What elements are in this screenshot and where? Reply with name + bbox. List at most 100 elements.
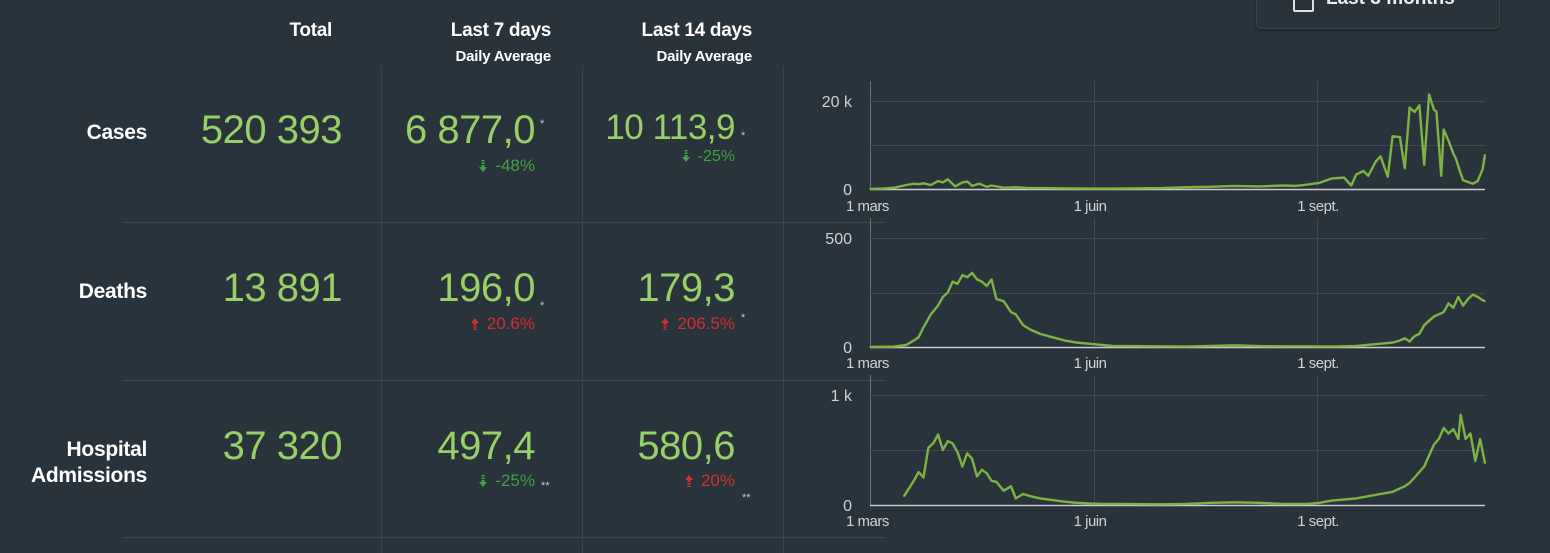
data-point <box>942 181 944 184</box>
footnote-mark: * <box>540 118 545 130</box>
data-point <box>905 184 908 186</box>
data-point <box>1355 173 1357 176</box>
data-point <box>985 186 988 188</box>
data-point <box>1379 493 1382 495</box>
data-point <box>1379 155 1382 158</box>
data-point <box>1484 462 1486 465</box>
data-point <box>1423 465 1425 468</box>
data-point <box>961 181 964 184</box>
data-point <box>995 298 998 300</box>
data-point <box>1075 502 1078 504</box>
data-point <box>961 274 964 276</box>
last-3-months-label: Last 3 months <box>1326 0 1455 10</box>
data-point <box>1374 160 1377 163</box>
footnote-mark: * <box>540 300 545 312</box>
data-point <box>1010 485 1012 488</box>
data-point <box>1088 187 1090 190</box>
data-point <box>1423 324 1425 327</box>
data-point <box>1418 333 1421 335</box>
data-point <box>1462 304 1464 307</box>
data-point <box>1452 153 1455 155</box>
row-label-line: Hospital <box>66 438 148 461</box>
data-point <box>1015 497 1017 500</box>
last14-value: 10 113,9 <box>580 108 735 148</box>
data-point <box>1063 187 1066 190</box>
last-3-months-toggle[interactable] <box>1256 0 1500 29</box>
data-point <box>1063 339 1066 342</box>
data-point <box>1331 345 1333 348</box>
data-point <box>1413 111 1416 113</box>
data-point <box>1209 345 1212 347</box>
footnote-mark: * <box>741 130 746 142</box>
last14-delta: 20% <box>640 471 735 491</box>
data-point <box>937 304 939 307</box>
data-point <box>937 433 939 436</box>
data-point <box>990 184 993 187</box>
data-point <box>1185 186 1187 188</box>
data-point <box>1459 414 1462 416</box>
data-point <box>942 449 944 451</box>
data-point <box>1435 110 1438 113</box>
series-line <box>902 413 1487 506</box>
data-point <box>1258 185 1260 188</box>
y-tick-label: 1 k <box>831 388 853 405</box>
data-point <box>978 182 981 185</box>
data-point <box>1467 181 1469 183</box>
row-label-line: Admissions <box>30 464 147 487</box>
last7-value: 196,0 <box>380 266 535 311</box>
data-point <box>1367 175 1370 177</box>
checkbox-icon[interactable] <box>1293 0 1314 12</box>
data-point <box>1391 135 1394 137</box>
data-point <box>961 465 964 468</box>
data-point <box>1136 345 1139 347</box>
row-divider <box>123 537 885 538</box>
data-point <box>1387 175 1389 178</box>
data-point <box>1438 438 1440 440</box>
last14-delta: 206.5% <box>620 314 735 334</box>
value-text: 6 877,0 <box>405 108 535 152</box>
data-point <box>1391 491 1394 493</box>
y-tick-label: 0 <box>843 182 852 199</box>
row-label: Deaths <box>78 280 148 303</box>
arrow-up-icon <box>684 472 693 487</box>
data-point <box>1452 428 1455 430</box>
data-point <box>1185 503 1187 505</box>
last7-delta: -25% <box>440 471 535 491</box>
x-tick-label: 1 sept. <box>1297 198 1339 215</box>
data-point <box>966 276 968 279</box>
data-point <box>956 283 959 285</box>
total-value: 520 393 <box>200 108 343 152</box>
data-point <box>1481 168 1484 170</box>
data-point <box>1447 432 1450 435</box>
last14-delta: -25% <box>640 148 735 166</box>
data-point <box>966 180 968 183</box>
data-point <box>1462 179 1464 181</box>
data-point <box>1022 324 1024 327</box>
table-row-deaths: Deaths 13 891 196,0 * 20.6% 179,3 * 206.… <box>0 24 1550 333</box>
last7-delta: -48% <box>440 156 535 176</box>
data-point <box>1484 300 1486 303</box>
data-point <box>1015 186 1017 188</box>
data-point <box>971 185 973 187</box>
data-point <box>990 480 993 482</box>
data-point <box>1258 345 1260 347</box>
data-point <box>1423 164 1425 166</box>
data-point <box>1442 427 1445 429</box>
data-point <box>908 487 910 490</box>
data-point <box>1481 299 1484 301</box>
row-label: Hospital Admissions <box>10 437 147 489</box>
data-point <box>1331 177 1333 180</box>
data-point <box>1282 184 1284 187</box>
data-point <box>893 186 896 189</box>
data-point <box>1112 187 1114 190</box>
data-point <box>1318 182 1321 184</box>
x-tick-label: 1 juin <box>1074 355 1107 372</box>
total-value: 13 891 <box>222 266 343 310</box>
data-point <box>1418 104 1421 107</box>
data-point <box>1367 344 1370 346</box>
delta-text: -25% <box>495 471 535 490</box>
column-divider <box>381 66 382 553</box>
data-point <box>966 452 968 455</box>
data-point <box>951 280 954 283</box>
data-point <box>937 180 939 182</box>
